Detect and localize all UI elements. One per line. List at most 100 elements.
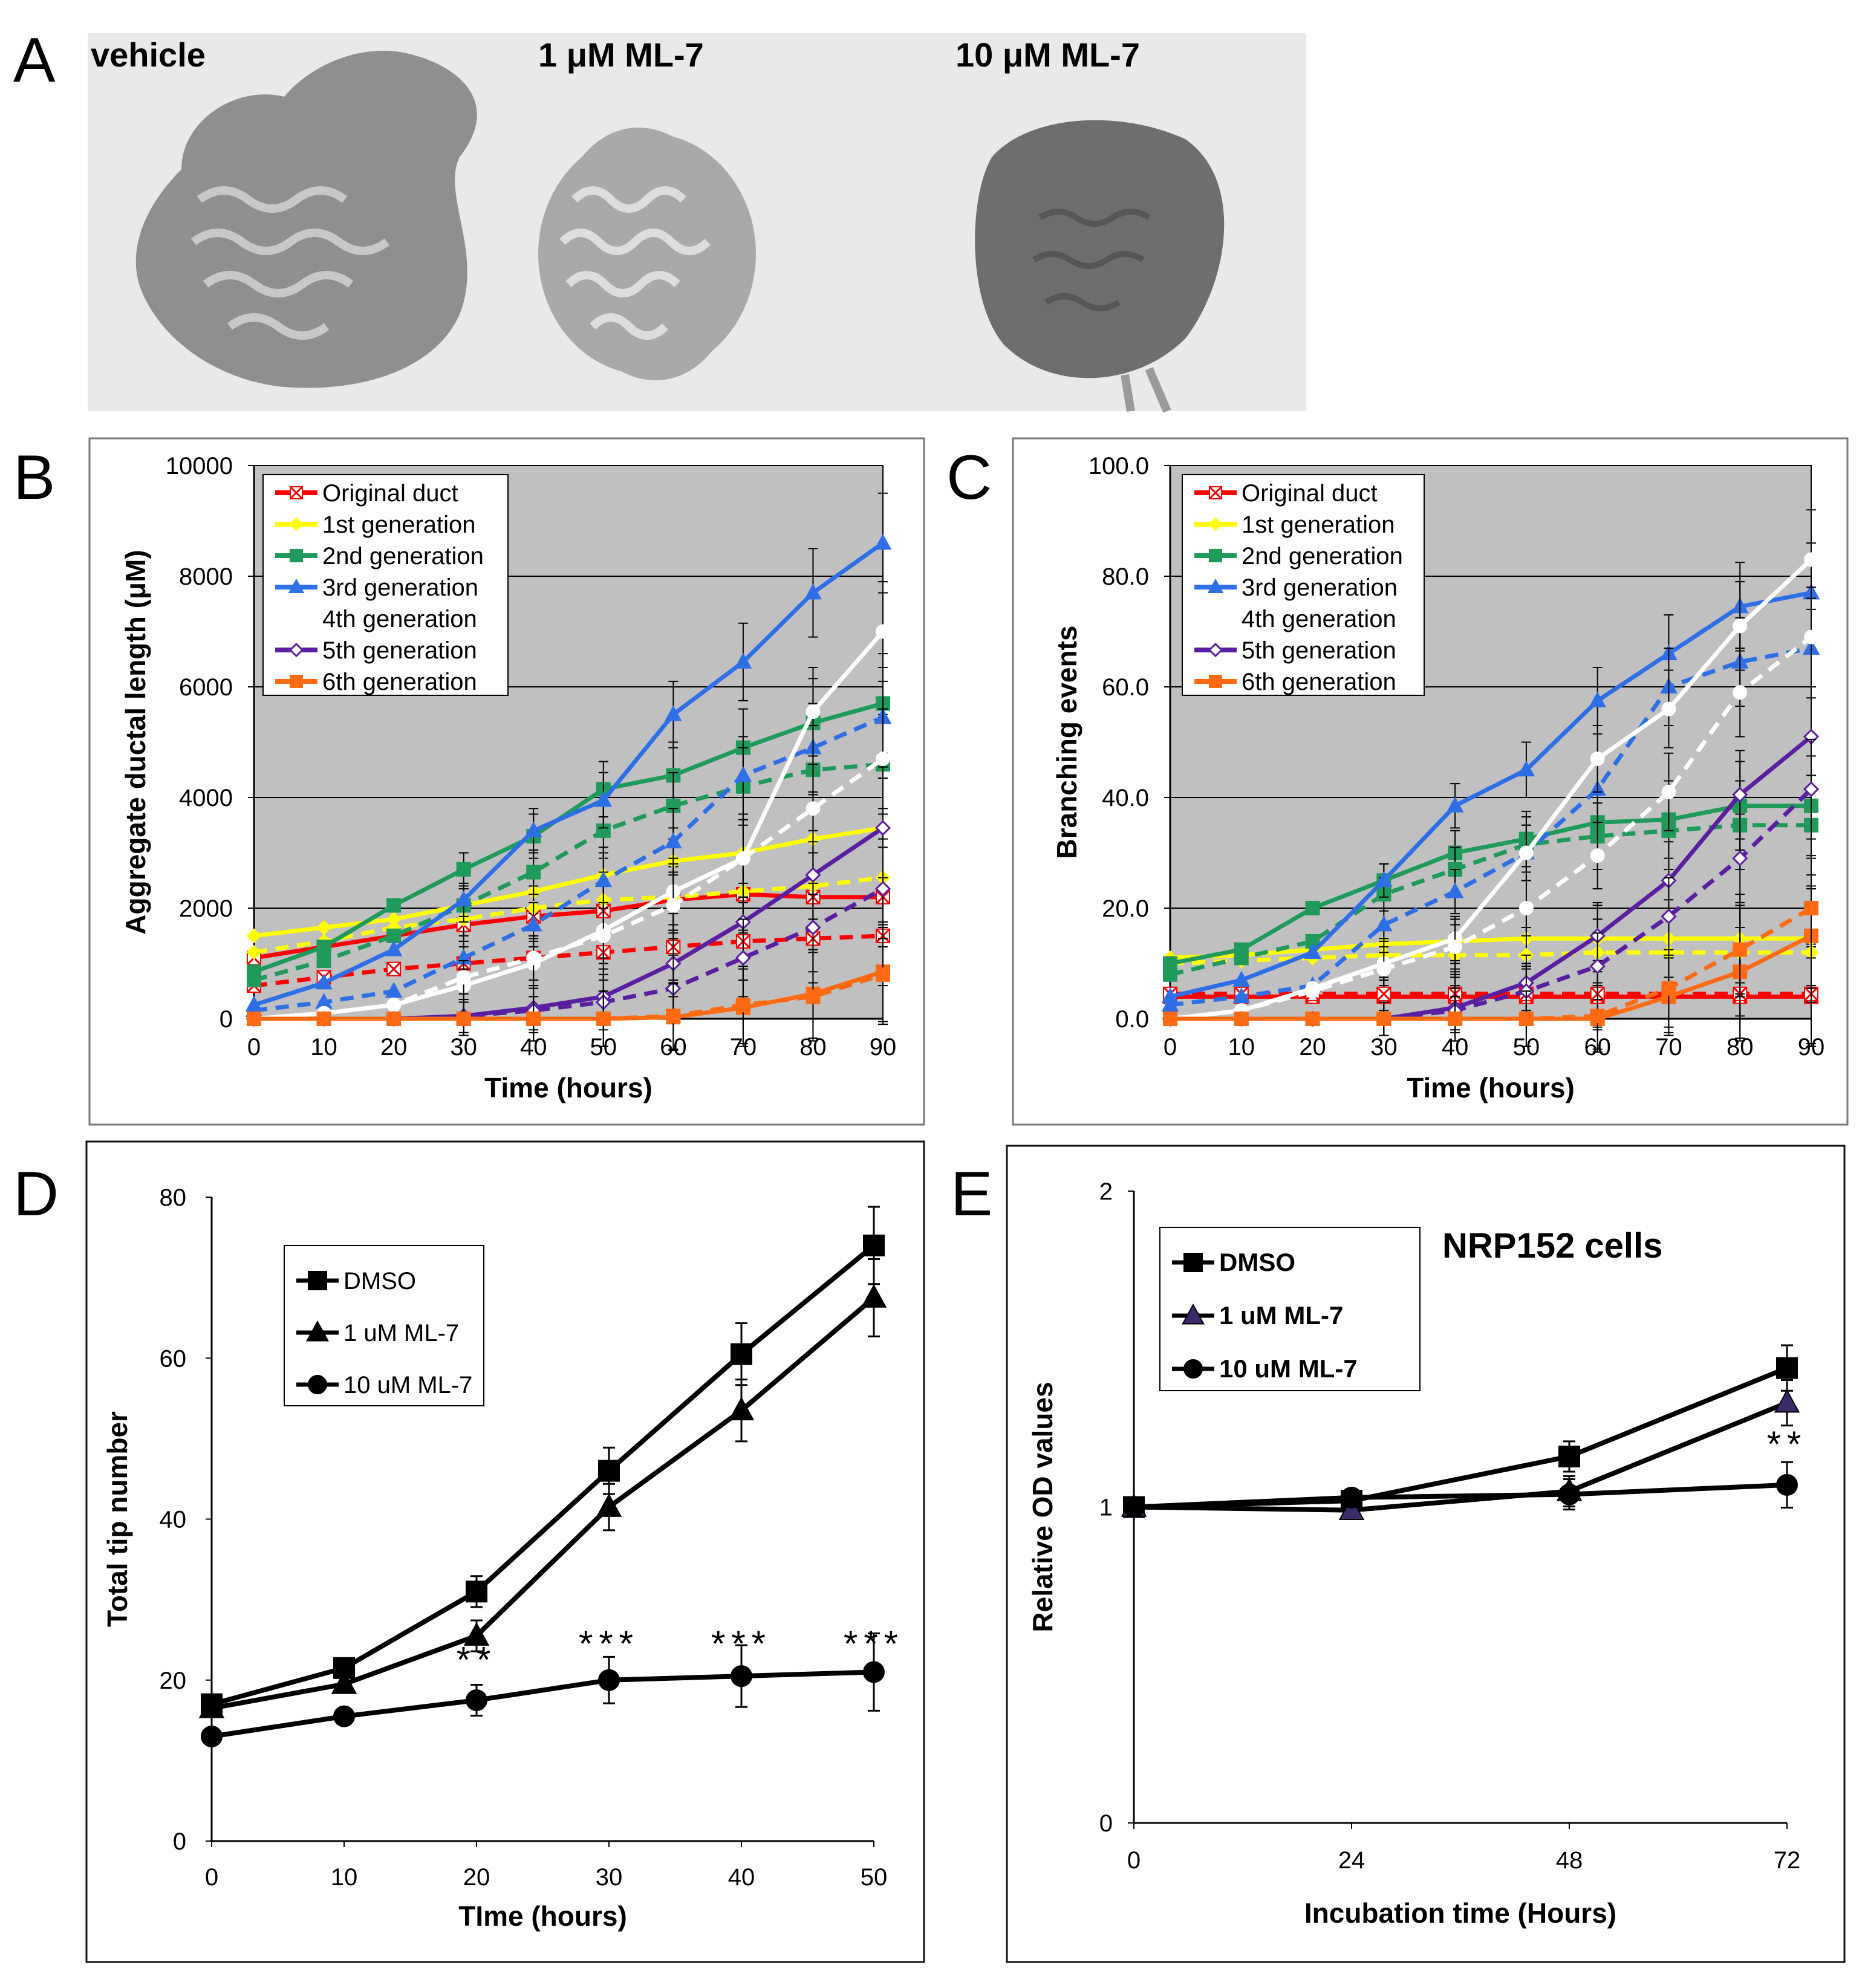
chart-d-xtick-label: 10 [331, 1864, 358, 1891]
chart-c-point [1518, 901, 1534, 915]
chart-b-point [876, 624, 890, 639]
chart-c-legend-marker [1208, 517, 1223, 531]
chart-b-point [455, 890, 473, 907]
chart-b-point [246, 944, 262, 960]
chart-b-series-line [253, 541, 885, 1007]
panel-d-frame [85, 1140, 925, 1963]
chart-b-point [874, 533, 892, 550]
chart-b-series-line [253, 934, 884, 988]
chart-d-xtick-label: 0 [205, 1864, 218, 1891]
chart-c-point [1304, 943, 1321, 960]
chart-e-point [1558, 1445, 1580, 1467]
chart-e-legend-marker [1183, 1359, 1203, 1379]
chart-b-xtick-label: 0 [247, 1034, 261, 1061]
chart-e-xtick-label: 0 [1127, 1847, 1141, 1874]
chart-e-significance-label: ** [1767, 1424, 1808, 1464]
chart-b-point [594, 871, 613, 888]
chart-b-point [594, 791, 613, 807]
panel-e-label: E [951, 1159, 992, 1229]
chart-d-point [466, 1689, 487, 1712]
chart-c-point [1163, 1012, 1177, 1026]
chart-b-point [734, 652, 752, 669]
chart-b-point [874, 880, 891, 897]
chart-c-point [1376, 986, 1391, 1001]
chart-b-point [526, 950, 541, 966]
chart-c-point [1234, 950, 1249, 966]
chart-b-ytick-label: 4000 [179, 785, 233, 811]
panel-a: A vehicle 1 μM ML-7 10 μM ML-7 [13, 25, 1306, 413]
chart-d-ytick-label: 0 [173, 1828, 186, 1855]
chart-b-point [524, 915, 542, 932]
chart-d-xtick-label: 30 [596, 1864, 623, 1891]
chart-d-legend-marker [308, 1375, 327, 1394]
chart-d-point [731, 1343, 752, 1365]
chart-b-point [596, 1012, 611, 1026]
chart-e-xtick-label: 24 [1338, 1847, 1365, 1874]
chart-d-legend: DMSO 1 uM ML-7 10 uM ML-7 [284, 1245, 484, 1406]
chart-d-legend-label: 10 uM ML-7 [343, 1372, 472, 1398]
chart-c-point [1733, 942, 1748, 957]
chart-c-legend-label: 3rd generation [1242, 574, 1398, 601]
chart-e-legend-marker [1183, 1253, 1203, 1272]
chart-c-point [1804, 629, 1818, 645]
chart-b-point [246, 928, 262, 944]
chart-e-legend-label: 10 uM ML-7 [1219, 1354, 1358, 1383]
chart-c-xtick-label: 10 [1228, 1034, 1255, 1061]
chart-c-point [1376, 961, 1391, 976]
chart-d-legend-marker [308, 1271, 327, 1290]
chart-c-point [1804, 552, 1818, 567]
chart-b-legend-marker [290, 675, 303, 688]
chart-b-legend-marker [290, 549, 303, 562]
panel-b-label: B [13, 443, 55, 513]
chart-b-point [456, 1012, 471, 1026]
panel-d-label: D [13, 1159, 59, 1229]
chart-b-point [734, 766, 752, 782]
chart-e-x-axis-label: Incubation time (Hours) [1304, 1897, 1616, 1929]
photo-10um-caption: 10 μM ML-7 [955, 36, 1140, 74]
chart-b-legend-label: 4th generation [322, 606, 477, 632]
chart-b-ytick-label: 8000 [179, 564, 233, 590]
chart-c-point [1589, 958, 1606, 975]
chart-c-point [1661, 981, 1676, 996]
chart-b-series-line [253, 875, 884, 955]
chart-d-point [731, 1665, 752, 1688]
chart-b-point [664, 705, 682, 721]
chart-b-series-line [253, 762, 884, 983]
chart-c-point [1517, 760, 1535, 777]
chart-b-point [386, 898, 402, 913]
chart-b-point [806, 801, 821, 816]
chart-c-legend-label: 2nd generation [1242, 543, 1403, 570]
chart-b-legend-marker [289, 486, 304, 500]
chart-b-legend-marker [290, 612, 303, 625]
chart-c-point [1804, 901, 1818, 915]
chart-b-series-line [254, 886, 884, 1021]
chart-c-point [1234, 1012, 1249, 1026]
chart-c-series-4th-generation-dashed [1163, 586, 1818, 1026]
panel-c-label: C [946, 443, 992, 513]
chart-d-xtick-label: 40 [728, 1864, 755, 1891]
panel-a-label: A [13, 25, 56, 96]
chart-c-series-line [1170, 590, 1812, 999]
chart-e-xtick-label: 48 [1556, 1847, 1583, 1874]
chart-e-ytick-label: 2 [1099, 1178, 1113, 1205]
chart-c-point [1446, 882, 1464, 898]
photo-vehicle: vehicle [91, 36, 477, 388]
chart-c-legend-label: 6th generation [1242, 669, 1396, 695]
chart-d-point [863, 1234, 885, 1256]
chart-b-point [666, 1009, 681, 1024]
chart-b-point [664, 832, 682, 849]
chart-d-legend-label: 1 uM ML-7 [343, 1320, 459, 1346]
photo-vehicle-ducts [190, 186, 390, 340]
chart-d-ytick-label: 80 [160, 1184, 187, 1211]
chart-b-point [805, 919, 821, 936]
chart-b-point [874, 820, 891, 836]
chart-c-series-line [1170, 906, 1812, 1021]
chart-d-x-axis-label: TIme (hours) [458, 1900, 627, 1932]
photo-10um-stalk [1121, 367, 1171, 413]
chart-c-ytick-label: 100.0 [1089, 453, 1149, 479]
chart-b-legend-label: 6th generation [322, 669, 477, 695]
chart-c-point [1448, 940, 1463, 955]
